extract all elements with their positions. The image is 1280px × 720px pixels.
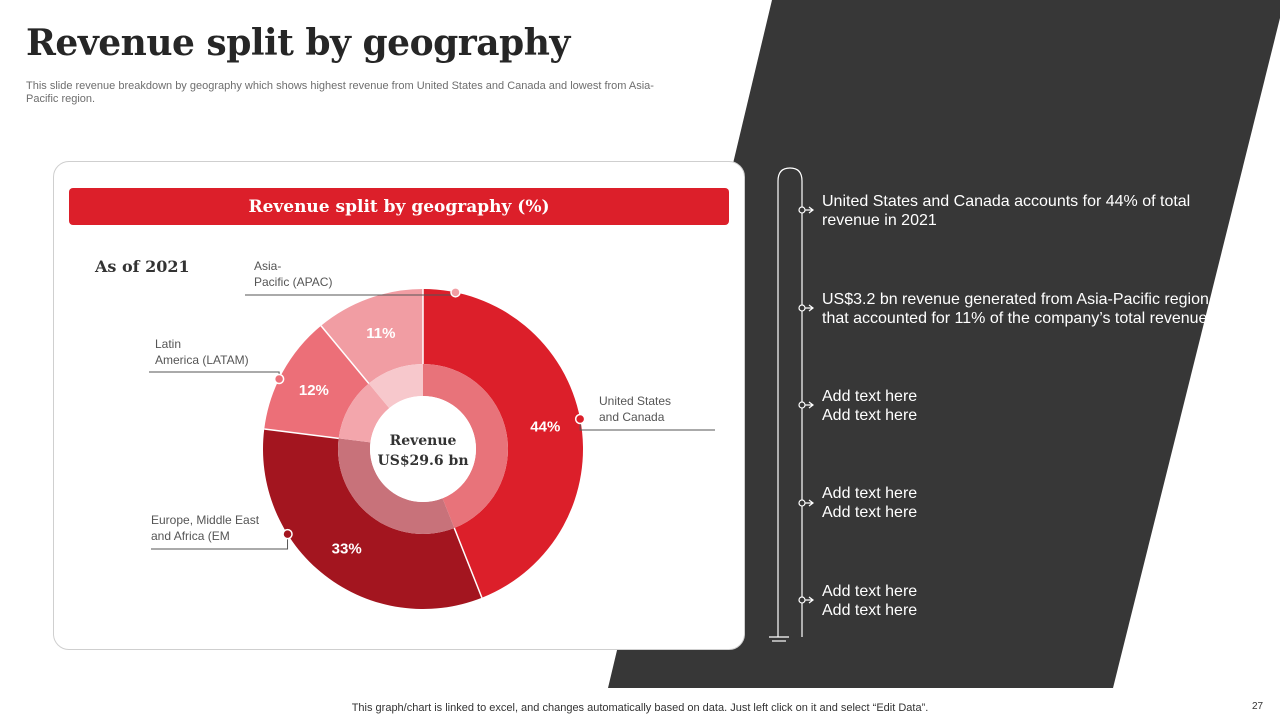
timeline-arrow-icon	[805, 304, 814, 312]
timeline-dot-2	[798, 304, 806, 312]
pct-label-europe-middle-east-and-africa-em: 33%	[332, 540, 362, 557]
timeline-arrow-icon	[805, 499, 814, 507]
timeline-arrow-icon	[805, 206, 814, 214]
leader-dot-latam	[273, 373, 285, 385]
slice-inner-united-states-and-canada[interactable]	[423, 364, 509, 529]
leader-dot-us-canada	[574, 413, 586, 425]
timeline-dot-3	[798, 401, 806, 409]
page-number: 27	[1252, 701, 1264, 712]
timeline-arrow-icon	[805, 401, 814, 409]
label-latam: Latin America (LATAM)	[155, 337, 249, 367]
chart-card[interactable]: Revenue split by geography (%) As of 202…	[53, 161, 745, 650]
slice-outer-united-states-and-canada[interactable]	[423, 289, 584, 598]
center-label-title: Revenue	[390, 433, 457, 449]
timeline-dot-1	[798, 206, 806, 214]
as-of-label: As of 2021	[95, 257, 190, 276]
pct-label-asia-pacific-apac: 11%	[366, 325, 395, 342]
point-2: US$3.2 bn revenue generated from Asia-Pa…	[822, 291, 1209, 327]
label-us-canada: United States and Canada	[599, 394, 672, 424]
timeline-dot-4	[798, 499, 806, 507]
slice-inner-asia-pacific-apac[interactable]	[368, 364, 423, 409]
donut-chart[interactable]: Revenue US$29.6 bn 44% 33% 12% 11%	[54, 162, 746, 651]
slice-outer-latin-america-latam[interactable]	[264, 325, 369, 439]
point-5: Add text here Add text here	[822, 583, 918, 619]
slice-outer-asia-pacific-apac[interactable]	[321, 289, 423, 384]
center-label-value: US$29.6 bn	[378, 453, 469, 469]
point-3: Add text here Add text here	[822, 388, 918, 424]
slice-inner-latin-america-latam[interactable]	[338, 383, 390, 443]
timeline-dot-5	[798, 596, 806, 604]
pct-label-latin-america-latam: 12%	[299, 382, 329, 399]
point-1: United States and Canada accounts for 44…	[822, 193, 1191, 229]
donut-center-hole	[370, 396, 476, 502]
leader-dot-emea	[282, 528, 293, 540]
chart-header: Revenue split by geography (%)	[69, 188, 729, 225]
label-emea: Europe, Middle East and Africa (EM	[151, 513, 260, 543]
leader-dot-apac	[450, 287, 461, 298]
footer-note: This graph/chart is linked to excel, and…	[351, 702, 929, 714]
point-4: Add text here Add text here	[822, 485, 918, 521]
pct-label-united-states-and-canada: 44%	[530, 419, 560, 436]
slice-outer-europe-middle-east-and-africa-em[interactable]	[263, 428, 482, 609]
label-apac: Asia- Pacific (APAC)	[254, 259, 333, 289]
page-subtitle: This slide revenue breakdown by geograph…	[26, 80, 654, 105]
page-title: Revenue split by geography	[26, 22, 570, 64]
slice-inner-europe-middle-east-and-africa-em[interactable]	[338, 438, 455, 534]
timeline-arrow-icon	[805, 596, 814, 604]
